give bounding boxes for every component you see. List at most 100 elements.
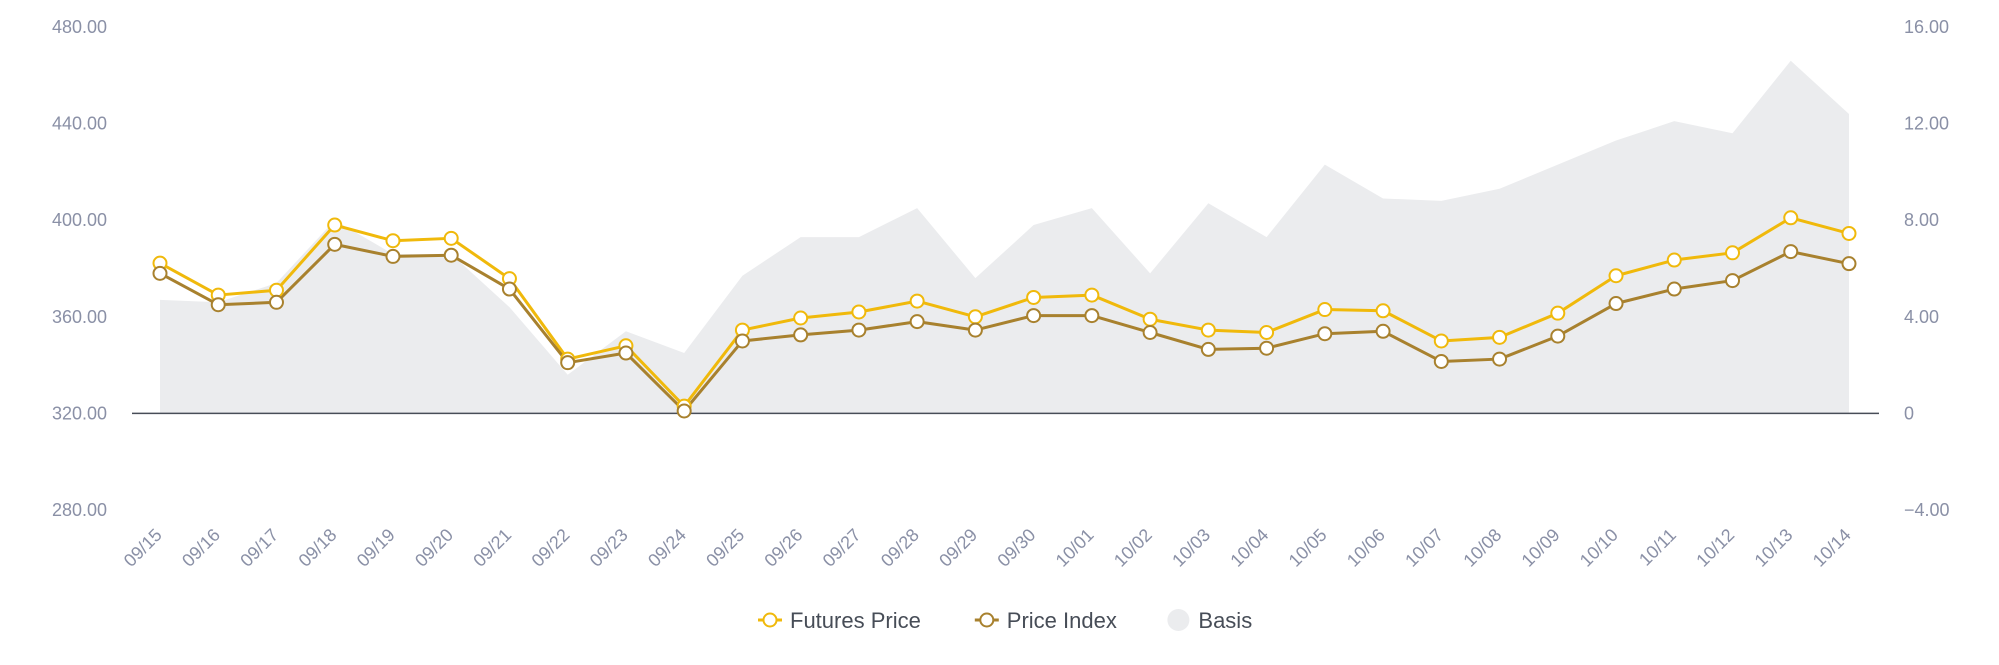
price-index-point-09-18[interactable] — [327, 236, 343, 252]
price-index-point-09-26[interactable] — [793, 327, 809, 343]
x-axis: 09/15 09/16 09/17 09/18 09/19 09/20 09/21 09/22… — [120, 525, 1855, 571]
x-tick-label: 09/21 — [469, 525, 515, 571]
futures-price-point-10-10[interactable] — [1608, 268, 1624, 284]
price-index-point-10-09[interactable] — [1550, 328, 1566, 344]
x-tick-label: 10/03 — [1168, 525, 1214, 571]
price-index-point-09-27[interactable] — [851, 322, 867, 338]
x-tick-label: 10/04 — [1226, 525, 1272, 571]
y-right-tick-label: −4.00 — [1904, 500, 1950, 520]
price-index-point-09-16[interactable] — [210, 297, 226, 313]
price-index-point-10-05[interactable] — [1317, 326, 1333, 342]
futures-price-point-10-05[interactable] — [1317, 302, 1333, 318]
y-right-tick-label: 12.00 — [1904, 114, 1949, 134]
price-index-point-09-29[interactable] — [967, 322, 983, 338]
futures-price-point-10-07[interactable] — [1433, 333, 1449, 349]
price-index-point-10-13[interactable] — [1783, 244, 1799, 260]
y-left-tick-label: 280.00 — [52, 500, 107, 520]
x-tick-label: 10/10 — [1576, 525, 1622, 571]
futures-price-point-10-13[interactable] — [1783, 210, 1799, 226]
futures-price-point-09-28[interactable] — [909, 293, 925, 309]
x-tick-label: 09/24 — [644, 525, 690, 571]
y-right-tick-label: 4.00 — [1904, 307, 1939, 327]
price-index-point-10-10[interactable] — [1608, 296, 1624, 312]
x-tick-label: 10/11 — [1635, 525, 1680, 570]
price-index-point-10-14[interactable] — [1841, 256, 1857, 272]
futures-price-point-09-27[interactable] — [851, 304, 867, 320]
futures-price-point-10-08[interactable] — [1492, 329, 1508, 345]
price-index-point-10-07[interactable] — [1433, 353, 1449, 369]
price-index-point-09-28[interactable] — [909, 314, 925, 330]
price-index-point-10-04[interactable] — [1259, 340, 1275, 356]
price-index-point-10-08[interactable] — [1492, 351, 1508, 367]
price-index-point-09-15[interactable] — [152, 265, 168, 281]
x-tick-label: 09/29 — [935, 525, 981, 571]
futures-price-point-10-01[interactable] — [1084, 287, 1100, 303]
x-tick-label: 09/23 — [586, 525, 632, 571]
x-tick-label: 09/25 — [702, 525, 748, 571]
x-tick-label: 09/27 — [819, 525, 865, 571]
x-tick-label: 10/07 — [1401, 525, 1447, 571]
price-index-point-09-20[interactable] — [443, 247, 459, 263]
legend-label: Price Index — [1007, 608, 1117, 633]
futures-price-point-10-11[interactable] — [1666, 252, 1682, 268]
price-index-point-09-22[interactable] — [560, 355, 576, 371]
x-tick-label: 10/12 — [1692, 525, 1738, 571]
x-tick-label: 10/01 — [1052, 525, 1098, 571]
x-tick-label: 10/08 — [1459, 525, 1505, 571]
futures-price-point-09-19[interactable] — [385, 233, 401, 249]
legend-point-marker — [979, 612, 995, 628]
futures-price-point-10-03[interactable] — [1200, 322, 1216, 338]
y-left-tick-label: 360.00 — [52, 307, 107, 327]
futures-price-point-09-17[interactable] — [268, 282, 284, 298]
price-index-point-10-02[interactable] — [1142, 324, 1158, 340]
y-right-tick-label: 8.00 — [1904, 210, 1939, 230]
legend-item-price-index[interactable]: Price Index — [974, 608, 1117, 633]
area-layer — [160, 60, 1849, 414]
futures-price-point-10-14[interactable] — [1841, 225, 1857, 241]
x-tick-label: 09/19 — [353, 525, 399, 571]
price-index-point-09-19[interactable] — [385, 248, 401, 264]
basis-area — [160, 60, 1849, 414]
legend-area-marker — [1167, 609, 1190, 631]
price-index-point-09-24[interactable] — [676, 403, 692, 419]
y-left-tick-label: 440.00 — [52, 114, 107, 134]
price-index-point-09-23[interactable] — [618, 345, 634, 361]
price-index-point-09-30[interactable] — [1026, 308, 1042, 324]
futures-price-point-09-29[interactable] — [967, 309, 983, 325]
futures-price-line — [158, 216, 1851, 408]
x-tick-label: 09/20 — [411, 525, 457, 571]
futures-price-point-10-04[interactable] — [1259, 324, 1275, 340]
y-axis-right: 16.00 12.00 8.00 4.00 0 −4.00 — [1904, 17, 1950, 520]
x-tick-label: 09/17 — [236, 525, 282, 571]
x-tick-label: 10/02 — [1110, 525, 1156, 571]
price-index-point-09-25[interactable] — [734, 333, 750, 349]
y-left-tick-label: 400.00 — [52, 210, 107, 230]
x-tick-label: 09/28 — [877, 525, 923, 571]
legend-item-basis[interactable]: Basis — [1167, 608, 1252, 633]
price-index-point-09-17[interactable] — [268, 294, 284, 310]
y-right-tick-label: 0 — [1904, 403, 1914, 423]
x-tick-label: 09/26 — [760, 525, 806, 571]
y-left-tick-label: 480.00 — [52, 17, 107, 37]
price-index-point-09-21[interactable] — [501, 281, 517, 297]
futures-price-point-09-26[interactable] — [793, 310, 809, 326]
x-tick-label: 10/14 — [1809, 525, 1855, 571]
futures-price-point-09-30[interactable] — [1026, 289, 1042, 305]
futures-price-point-09-18[interactable] — [327, 217, 343, 233]
point-layer — [152, 210, 1857, 419]
price-index-point-10-12[interactable] — [1725, 273, 1741, 289]
futures-price-point-10-06[interactable] — [1375, 303, 1391, 319]
futures-price-point-10-09[interactable] — [1550, 305, 1566, 321]
futures-price-point-09-20[interactable] — [443, 230, 459, 246]
x-tick-label: 09/30 — [993, 525, 1039, 571]
futures-price-point-10-02[interactable] — [1142, 311, 1158, 327]
legend-item-futures-price[interactable]: Futures Price — [758, 608, 921, 633]
futures-price-point-10-12[interactable] — [1725, 245, 1741, 261]
x-tick-label: 10/05 — [1285, 525, 1331, 571]
price-index-point-10-11[interactable] — [1666, 281, 1682, 297]
price-index-point-10-03[interactable] — [1200, 341, 1216, 357]
legend-point-marker — [762, 612, 778, 628]
price-index-point-10-06[interactable] — [1375, 323, 1391, 339]
price-index-point-10-01[interactable] — [1084, 308, 1100, 324]
